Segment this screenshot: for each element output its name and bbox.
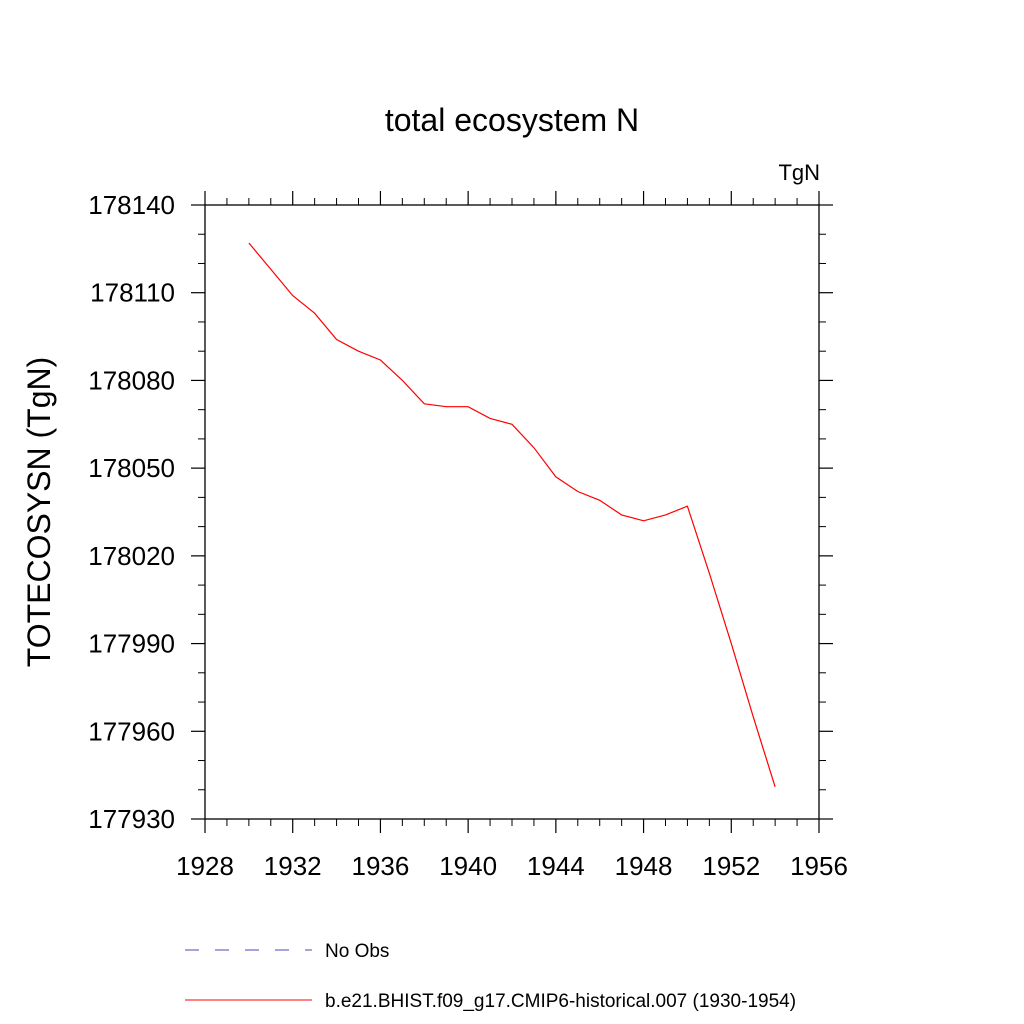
y-axis-label: TOTECOSYSN (TgN) xyxy=(21,357,57,668)
series-group xyxy=(248,242,776,787)
units-label: TgN xyxy=(778,160,820,185)
x-tick-label: 1940 xyxy=(439,851,497,881)
y-tick-label: 177990 xyxy=(88,629,175,659)
x-tick-label: 1956 xyxy=(790,851,848,881)
series-line-0 xyxy=(248,242,776,787)
x-tick-labels: 1928 1932 1936 1940 1944 1948 1952 1956 xyxy=(176,851,848,881)
x-tick-label: 1936 xyxy=(352,851,410,881)
x-tick-label: 1944 xyxy=(527,851,585,881)
y-tick-label: 178080 xyxy=(88,365,175,395)
x-tick-label: 1952 xyxy=(702,851,760,881)
y-tick-label: 177930 xyxy=(88,804,175,834)
y-tick-label: 178140 xyxy=(88,190,175,220)
y-tick-label: 178050 xyxy=(88,453,175,483)
y-tick-label: 177960 xyxy=(88,716,175,746)
y-tick-label: 178020 xyxy=(88,541,175,571)
x-tick-label: 1928 xyxy=(176,851,234,881)
plot-frame xyxy=(204,204,820,820)
y-tick-label: 178110 xyxy=(90,278,175,308)
y-tick-labels: 177930 177960 177990 178020 178050 178080 1781… xyxy=(88,190,175,834)
legend: No Obs b.e21.BHIST.f09_g17.CMIP6-historic… xyxy=(185,941,796,1012)
axis-ticks xyxy=(191,191,833,833)
chart-title: total ecosystem N xyxy=(385,102,639,138)
x-tick-label: 1932 xyxy=(264,851,322,881)
legend-label-0: No Obs xyxy=(325,941,389,962)
x-tick-label: 1948 xyxy=(615,851,673,881)
legend-label-1: b.e21.BHIST.f09_g17.CMIP6-historical.007… xyxy=(325,991,796,1012)
